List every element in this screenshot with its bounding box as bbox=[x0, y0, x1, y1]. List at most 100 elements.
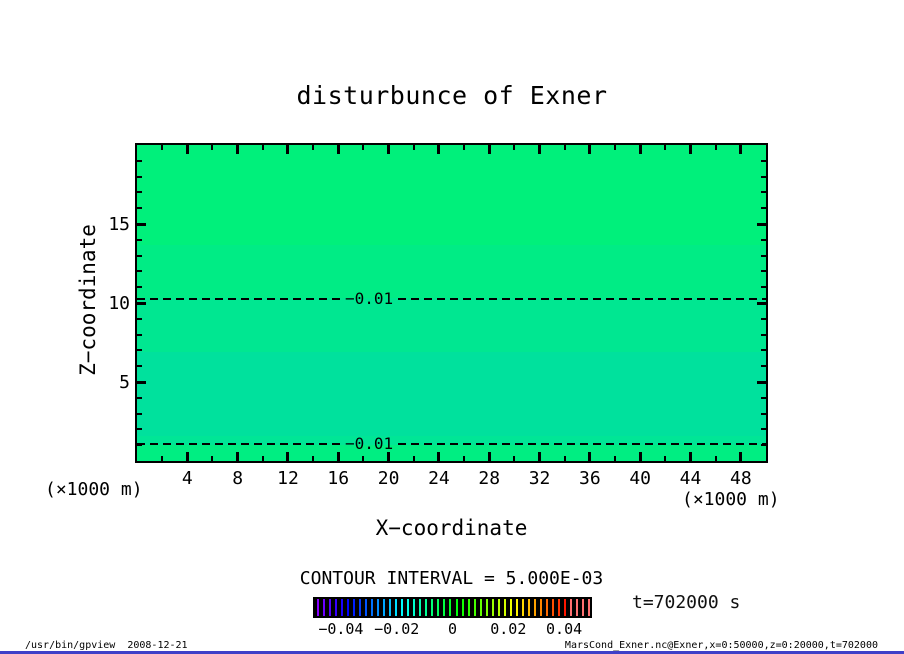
x-minor-tick bbox=[563, 456, 566, 461]
x-tick-label: 24 bbox=[428, 468, 450, 489]
colorbar-stripe bbox=[503, 599, 506, 616]
colorbar-stripe bbox=[569, 599, 572, 616]
fill-band bbox=[137, 445, 766, 461]
y-minor-tick bbox=[137, 365, 142, 368]
contour-line: −0.01 bbox=[137, 435, 766, 453]
colorbar-stripe bbox=[545, 599, 548, 616]
colorbar-stripe bbox=[317, 599, 319, 616]
x-major-tick bbox=[437, 452, 441, 461]
x-tick-label: 20 bbox=[377, 468, 400, 489]
y-minor-tick bbox=[137, 238, 142, 241]
x-major-tick bbox=[638, 452, 642, 461]
y-minor-tick bbox=[761, 238, 766, 241]
x-major-tick bbox=[487, 145, 491, 154]
footer-source-text: MarsCond_Exner.nc@Exner,x=0:50000,z=0:20… bbox=[564, 640, 878, 651]
x-axis-title: X−coordinate bbox=[375, 516, 528, 540]
y-minor-tick bbox=[137, 159, 142, 162]
x-major-tick bbox=[588, 145, 592, 154]
x-major-tick bbox=[487, 452, 491, 461]
contour-dash-segment bbox=[137, 443, 340, 446]
colorbar-stripe bbox=[329, 599, 332, 616]
colorbar-tick-label: 0 bbox=[447, 620, 458, 638]
y-tick-labels: 5 10 15 bbox=[84, 145, 130, 461]
y-minor-tick bbox=[761, 365, 766, 368]
colorbar-stripe bbox=[497, 599, 500, 616]
colorbar-stripe bbox=[461, 599, 464, 616]
x-major-tick bbox=[185, 452, 189, 461]
colorbar-stripe bbox=[485, 599, 488, 616]
plot-area: −0.01 −0.01 bbox=[135, 143, 768, 463]
x-minor-tick bbox=[664, 456, 667, 461]
colorbar-tick-labels: −0.04 −0.02 0 0.02 0.04 bbox=[313, 620, 592, 640]
x-minor-tick bbox=[261, 456, 264, 461]
colorbar-stripe bbox=[557, 599, 560, 616]
x-minor-tick bbox=[161, 456, 164, 461]
colorbar-stripe bbox=[467, 599, 470, 616]
y-minor-tick bbox=[761, 333, 766, 336]
colorbar-stripe bbox=[401, 599, 404, 616]
x-major-tick bbox=[689, 145, 693, 154]
colorbar-stripe bbox=[353, 599, 356, 616]
y-major-tick bbox=[137, 301, 146, 305]
y-minor-tick bbox=[137, 412, 142, 415]
x-major-tick bbox=[739, 145, 743, 154]
fill-band bbox=[137, 298, 766, 352]
colorbar-stripe bbox=[347, 599, 350, 616]
x-minor-tick bbox=[563, 145, 566, 150]
x-minor-tick bbox=[362, 456, 365, 461]
x-tick-label: 8 bbox=[232, 468, 244, 489]
colorbar-tick-label: 0.04 bbox=[546, 620, 583, 638]
y-minor-tick bbox=[761, 428, 766, 431]
colorbar-stripe bbox=[437, 599, 440, 616]
colorbar-tick-label: −0.04 bbox=[318, 620, 364, 638]
colorbar-stripe bbox=[479, 599, 482, 616]
colorbar-stripe bbox=[359, 599, 362, 616]
colorbar-stripe bbox=[371, 599, 374, 616]
colorbar-stripe bbox=[395, 599, 398, 616]
x-major-tick bbox=[739, 452, 743, 461]
x-major-tick bbox=[236, 145, 240, 154]
x-tick-label: 4 bbox=[181, 468, 193, 489]
x-minor-tick bbox=[211, 145, 214, 150]
colorbar-stripe bbox=[419, 599, 422, 616]
colorbar-stripe bbox=[377, 599, 380, 616]
colorbar-stripe bbox=[551, 599, 554, 616]
y-minor-tick bbox=[761, 159, 766, 162]
y-minor-tick bbox=[761, 286, 766, 289]
colorbar-stripe bbox=[323, 599, 326, 616]
x-minor-tick bbox=[261, 145, 264, 150]
colorbar-stripe bbox=[413, 599, 416, 616]
x-minor-tick bbox=[714, 145, 717, 150]
colorbar-stripe bbox=[389, 599, 392, 616]
contour-dash-segment bbox=[398, 443, 766, 446]
y-minor-tick bbox=[137, 349, 142, 352]
fill-band bbox=[137, 145, 766, 246]
x-tick-label: 12 bbox=[277, 468, 299, 489]
contour-dash-segment bbox=[137, 298, 340, 301]
fill-band bbox=[137, 435, 766, 446]
contour-value-label: −0.01 bbox=[345, 289, 394, 309]
colorbar-stripe bbox=[588, 599, 590, 616]
colorbar-stripe bbox=[425, 599, 428, 616]
y-tick-label: 15 bbox=[108, 214, 130, 235]
x-minor-tick bbox=[513, 456, 516, 461]
contour-line: −0.01 bbox=[137, 290, 766, 308]
colorbar-stripe bbox=[533, 599, 536, 616]
y-minor-tick bbox=[761, 254, 766, 257]
colorbar-tick-label: 0.02 bbox=[490, 620, 527, 638]
contour-dash-segment bbox=[398, 298, 766, 301]
x-tick-label: 40 bbox=[629, 468, 652, 489]
colorbar-stripe bbox=[581, 599, 584, 616]
y-minor-tick bbox=[137, 286, 142, 289]
x-minor-tick bbox=[312, 145, 315, 150]
y-major-tick bbox=[137, 380, 146, 384]
y-minor-tick bbox=[137, 428, 142, 431]
colorbar-stripe bbox=[527, 599, 530, 616]
x-minor-tick bbox=[513, 145, 516, 150]
colorbar-stripe bbox=[563, 599, 566, 616]
x-major-tick bbox=[236, 452, 240, 461]
y-minor-tick bbox=[137, 333, 142, 336]
colorbar-stripe bbox=[335, 599, 338, 616]
colorbar-stripe bbox=[431, 599, 434, 616]
x-minor-tick bbox=[362, 145, 365, 150]
